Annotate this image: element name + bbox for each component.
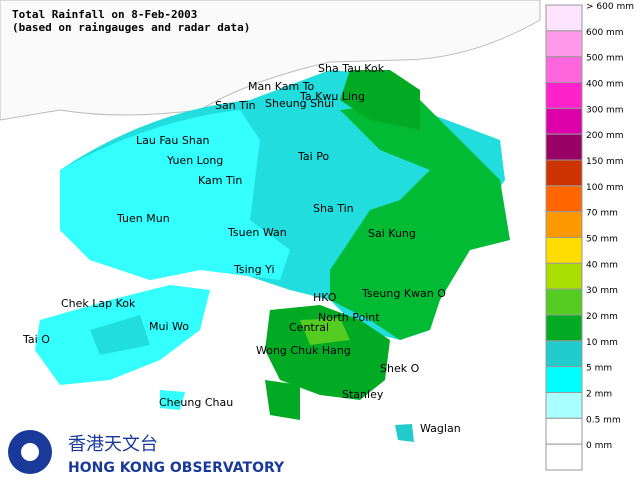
legend-label: > 600 mm — [586, 2, 634, 12]
place-label: Cheung Chau — [159, 396, 233, 409]
place-label: Wong Chuk Hang — [256, 344, 351, 357]
place-label: Lau Fau Shan — [136, 134, 210, 147]
legend-swatch — [545, 262, 583, 290]
legend-swatch — [545, 4, 583, 32]
legend-swatch — [545, 288, 583, 316]
legend-label: 20 mm — [586, 312, 618, 322]
legend-label: 0.5 mm — [586, 415, 621, 425]
logo: 香港天文台 HONG KONG OBSERVATORY — [8, 430, 285, 476]
legend-swatch — [545, 366, 583, 393]
place-label: Tsuen Wan — [227, 226, 287, 239]
land — [0, 0, 541, 442]
place-label: Man Kam To — [248, 80, 315, 93]
place-label: Stanley — [342, 388, 384, 401]
legend-label: 30 mm — [586, 286, 618, 296]
legend-swatch — [545, 392, 583, 419]
legend-label: 10 mm — [586, 338, 618, 348]
legend-label: 100 mm — [586, 183, 624, 193]
legend-label: 300 mm — [586, 105, 624, 115]
legend-label: 200 mm — [586, 131, 624, 141]
place-label: Central — [289, 321, 329, 334]
logo-english: HONG KONG OBSERVATORY — [68, 460, 285, 476]
legend-swatch — [545, 211, 583, 239]
legend-swatch — [545, 30, 583, 58]
place-label: Sha Tin — [313, 202, 354, 215]
legend: > 600 mm 600 mm 500 mm 400 mm 300 mm 200 mm 15… — [545, 2, 634, 471]
legend-swatch — [545, 443, 583, 471]
legend-label: 50 mm — [586, 235, 618, 245]
legend-label: 500 mm — [586, 54, 624, 64]
place-label: Tai O — [22, 333, 50, 346]
map-subtitle: (based on raingauges and radar data) — [12, 21, 250, 34]
logo-chinese: 香港天文台 — [68, 434, 158, 455]
place-label: Waglan — [420, 422, 461, 435]
place-label: HKO — [313, 291, 337, 304]
legend-swatch — [545, 340, 583, 368]
legend-label: 600 mm — [586, 28, 624, 38]
place-label: Yuen Long — [166, 154, 223, 167]
place-label: Sheung Shui — [265, 97, 334, 110]
place-label: Chek Lap Kok — [61, 297, 136, 310]
place-label: Mui Wo — [149, 320, 189, 333]
place-label: Tai Po — [297, 150, 329, 163]
legend-label: 40 mm — [586, 260, 618, 270]
legend-swatch — [545, 314, 583, 342]
legend-label: 2 mm — [586, 390, 612, 400]
place-label: Kam Tin — [198, 174, 242, 187]
place-label: Tseung Kwan O — [361, 287, 446, 300]
legend-swatch — [545, 237, 583, 264]
place-label: Sai Kung — [368, 227, 416, 240]
legend-label: 0 mm — [586, 441, 612, 451]
place-label: Ta Kwu Ling — [299, 90, 365, 103]
place-label: Shek O — [380, 362, 420, 375]
legend-swatch — [545, 82, 583, 109]
place-label: Tuen Mun — [116, 212, 170, 225]
legend-swatch — [545, 159, 583, 187]
legend-label: 5 mm — [586, 364, 612, 374]
place-label: Tsing Yi — [233, 263, 275, 276]
place-label: Sha Tau Kok — [318, 62, 385, 75]
legend-label: 400 mm — [586, 80, 624, 90]
legend-swatch — [545, 417, 583, 445]
map-title: Total Rainfall on 8-Feb-2003 — [12, 8, 197, 21]
legend-swatch — [545, 107, 583, 135]
place-label: North Point — [318, 311, 380, 324]
place-label: San Tin — [215, 99, 256, 112]
legend-label: 70 mm — [586, 209, 618, 219]
logo-mark-inner — [21, 443, 39, 461]
legend-swatch — [545, 133, 583, 161]
legend-label: 150 mm — [586, 157, 624, 167]
legend-swatch — [545, 56, 583, 84]
legend-swatch — [545, 185, 583, 213]
